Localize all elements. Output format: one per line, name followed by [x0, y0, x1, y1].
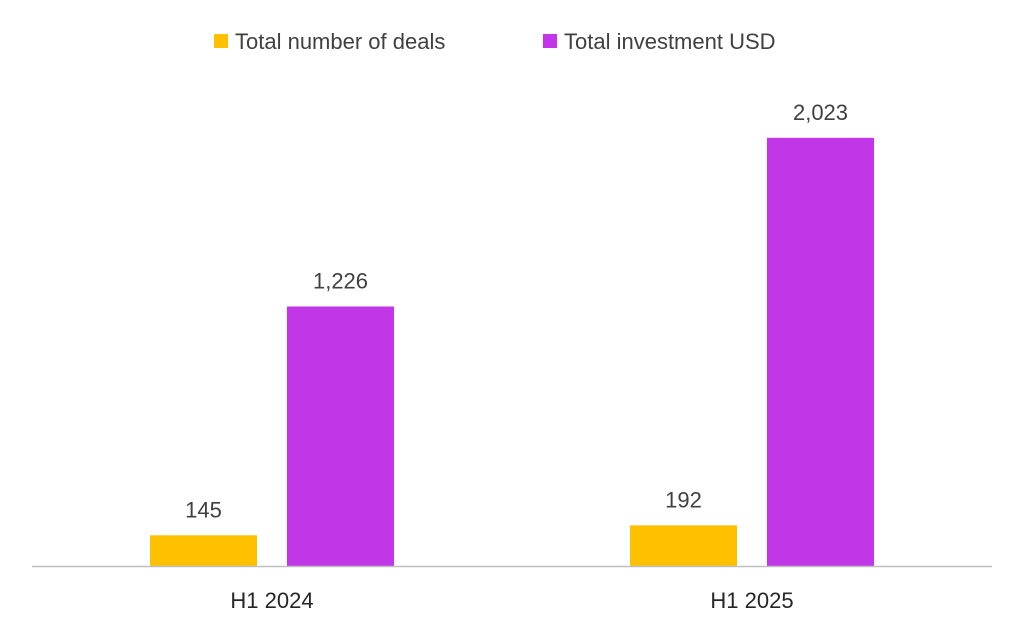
- legend-swatch-2: [543, 34, 557, 48]
- legend: Total number of deals Total investment US…: [214, 29, 776, 54]
- data-label-series1-cat2: 192: [665, 487, 702, 512]
- legend-swatch-1: [214, 34, 228, 48]
- bar-series1-cat2: [630, 525, 737, 566]
- legend-label-2: Total investment USD: [564, 29, 776, 54]
- x-tick-label-1: H1 2024: [230, 588, 313, 613]
- data-label-series2-cat2: 2,023: [793, 100, 848, 125]
- x-tick-label-2: H1 2025: [710, 588, 793, 613]
- bar-series2-cat2: [767, 137, 874, 566]
- legend-label-1: Total number of deals: [235, 29, 445, 54]
- data-label-series2-cat1: 1,226: [313, 268, 368, 293]
- data-label-series1-cat1: 145: [185, 497, 222, 522]
- value-labels-layer: 145 1,226 192 2,023: [185, 100, 848, 523]
- x-tick-labels: H1 2024 H1 2025: [230, 588, 793, 613]
- bar-series1-cat1: [150, 535, 257, 566]
- bars-layer: [150, 137, 874, 566]
- bar-series2-cat1: [287, 306, 394, 566]
